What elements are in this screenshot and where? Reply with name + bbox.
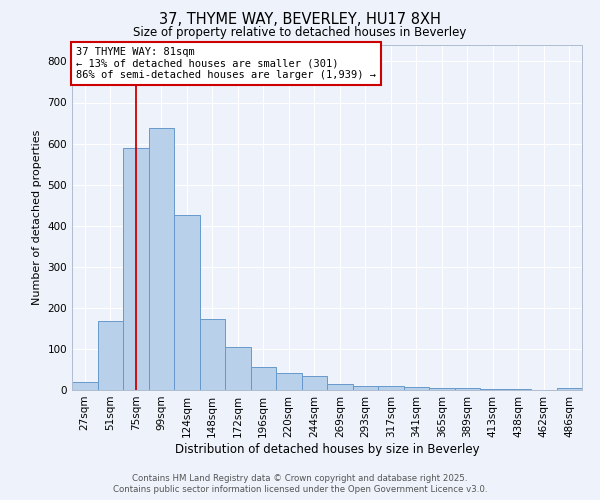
Bar <box>225 347 251 390</box>
Bar <box>505 389 531 390</box>
Text: 37, THYME WAY, BEVERLEY, HU17 8XH: 37, THYME WAY, BEVERLEY, HU17 8XH <box>159 12 441 28</box>
Bar <box>199 320 225 390</box>
Bar <box>174 216 199 390</box>
Bar <box>353 386 378 390</box>
Bar <box>97 321 123 390</box>
Bar <box>302 376 327 390</box>
Bar <box>123 148 149 390</box>
Bar <box>480 389 505 390</box>
Text: 37 THYME WAY: 81sqm
← 13% of detached houses are smaller (301)
86% of semi-detac: 37 THYME WAY: 81sqm ← 13% of detached ho… <box>76 47 376 80</box>
Y-axis label: Number of detached properties: Number of detached properties <box>32 130 42 305</box>
Bar <box>251 366 276 390</box>
Bar <box>404 386 429 390</box>
Bar <box>149 128 174 390</box>
Bar <box>557 388 582 390</box>
Bar <box>378 386 404 390</box>
Bar <box>455 388 480 390</box>
Text: Contains HM Land Registry data © Crown copyright and database right 2025.
Contai: Contains HM Land Registry data © Crown c… <box>113 474 487 494</box>
Text: Size of property relative to detached houses in Beverley: Size of property relative to detached ho… <box>133 26 467 39</box>
X-axis label: Distribution of detached houses by size in Beverley: Distribution of detached houses by size … <box>175 442 479 456</box>
Bar <box>72 382 97 390</box>
Bar <box>327 384 353 390</box>
Bar <box>429 388 455 390</box>
Bar <box>276 373 302 390</box>
